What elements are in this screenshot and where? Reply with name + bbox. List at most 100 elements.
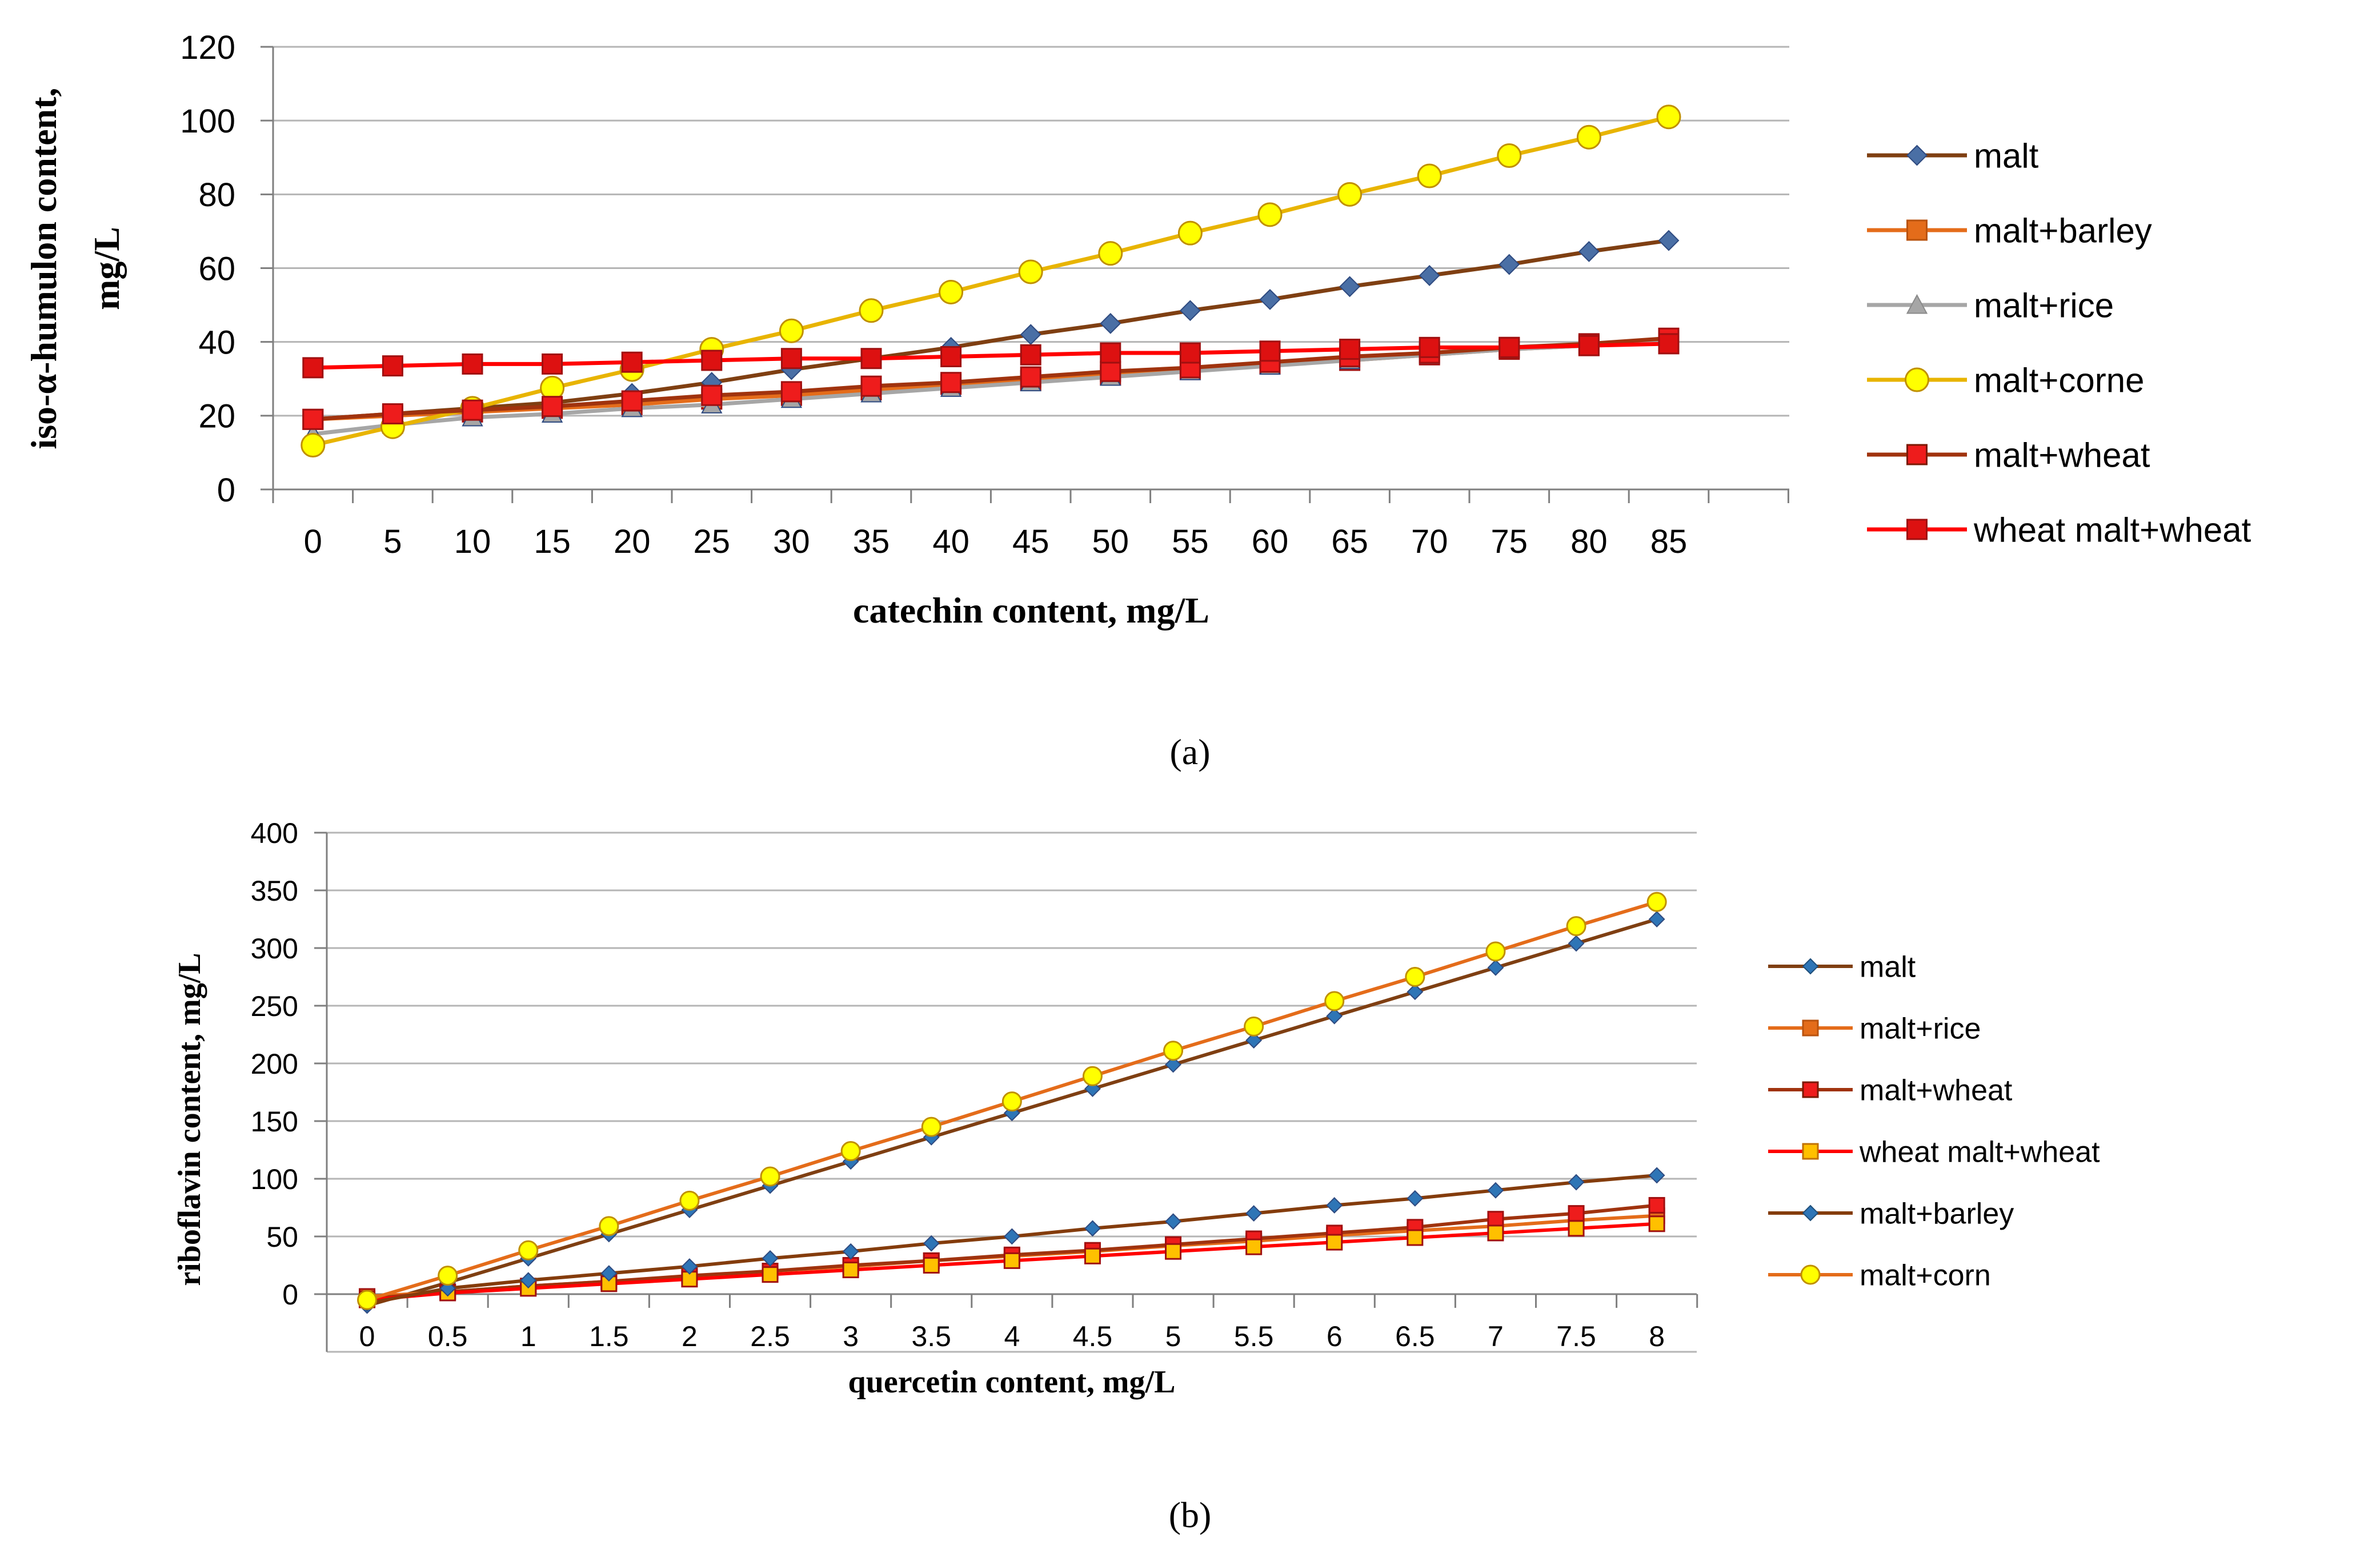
x-tick-label: 6.5 bbox=[1395, 1320, 1435, 1352]
x-tick-label: 35 bbox=[853, 523, 890, 560]
legend-marker bbox=[1802, 1143, 1819, 1160]
data-point bbox=[462, 399, 483, 421]
y-tick-label: 350 bbox=[251, 875, 298, 907]
data-point bbox=[1100, 342, 1121, 364]
data-point bbox=[860, 375, 882, 397]
series-malt-corn bbox=[357, 892, 1667, 1310]
data-point bbox=[438, 1266, 458, 1286]
data-point bbox=[1576, 125, 1601, 150]
legend-label: malt+corn bbox=[1860, 1259, 1991, 1292]
legend-marker bbox=[1802, 1204, 1819, 1222]
legend-marker bbox=[1802, 958, 1819, 975]
data-point bbox=[1165, 1056, 1181, 1073]
x-tick-label: 5 bbox=[1165, 1320, 1181, 1352]
x-tick-label: 0 bbox=[359, 1320, 375, 1352]
y-tick-label: 100 bbox=[251, 1163, 298, 1195]
legend-label: malt+barley bbox=[1860, 1198, 2014, 1231]
data-point bbox=[1487, 959, 1504, 976]
data-point bbox=[1498, 254, 1520, 275]
figure-caption: (b) bbox=[1169, 1495, 1212, 1535]
data-point bbox=[1407, 1229, 1424, 1246]
data-point bbox=[923, 1235, 940, 1252]
data-point bbox=[1163, 1041, 1184, 1061]
x-tick-label: 15 bbox=[534, 523, 571, 560]
x-tick-label: 25 bbox=[694, 523, 731, 560]
x-tick-label: 7 bbox=[1488, 1320, 1504, 1352]
data-point bbox=[780, 348, 802, 370]
x-tick-label: 70 bbox=[1411, 523, 1448, 560]
data-point bbox=[840, 1141, 861, 1162]
data-point bbox=[1245, 1238, 1263, 1255]
data-point bbox=[1177, 220, 1203, 246]
x-tick-label: 5 bbox=[383, 523, 402, 560]
data-point bbox=[1001, 1091, 1022, 1112]
data-point bbox=[681, 1258, 698, 1275]
x-tick-label: 8 bbox=[1649, 1320, 1665, 1352]
data-point bbox=[1100, 360, 1121, 382]
data-point bbox=[1020, 324, 1041, 346]
x-tick-label: 20 bbox=[614, 523, 651, 560]
series-line bbox=[312, 336, 1669, 421]
x-tick-label: 65 bbox=[1331, 523, 1368, 560]
data-point bbox=[940, 372, 962, 393]
data-point bbox=[1578, 335, 1600, 356]
x-axis-title: quercetin content, mg/L bbox=[848, 1364, 1176, 1400]
data-point bbox=[1020, 344, 1041, 366]
data-point bbox=[1417, 163, 1442, 188]
x-tick-label: 6 bbox=[1327, 1320, 1343, 1352]
data-point bbox=[860, 348, 882, 370]
x-tick-label: 1 bbox=[520, 1320, 536, 1352]
data-point bbox=[1003, 1228, 1020, 1245]
legend-marker bbox=[1802, 1081, 1819, 1098]
y-tick-label: 120 bbox=[180, 29, 235, 66]
legend-marker bbox=[1906, 294, 1928, 314]
y-tick-label: 150 bbox=[251, 1106, 298, 1138]
y-tick-label: 200 bbox=[251, 1048, 298, 1080]
data-point bbox=[760, 1166, 780, 1187]
data-point bbox=[1003, 1252, 1020, 1269]
y-axis-title: mg/L bbox=[86, 227, 127, 310]
legend-label: wheat malt+wheat bbox=[1973, 511, 2251, 549]
data-point bbox=[1020, 366, 1041, 388]
y-tick-label: 20 bbox=[198, 398, 235, 435]
data-point bbox=[780, 381, 802, 403]
data-point bbox=[1324, 991, 1345, 1011]
x-tick-label: 55 bbox=[1172, 523, 1209, 560]
legend-marker bbox=[1906, 519, 1928, 540]
data-point bbox=[1568, 1220, 1585, 1237]
data-point bbox=[1566, 916, 1586, 937]
data-point bbox=[1646, 892, 1667, 912]
y-tick-label: 400 bbox=[251, 817, 298, 849]
data-point bbox=[923, 1257, 940, 1274]
data-point bbox=[302, 408, 324, 430]
x-tick-label: 0 bbox=[304, 523, 322, 560]
data-point bbox=[1568, 935, 1585, 952]
data-point bbox=[1326, 1007, 1343, 1025]
data-point bbox=[679, 1190, 700, 1211]
data-point bbox=[1568, 1205, 1585, 1222]
data-point bbox=[1257, 202, 1283, 227]
legend-label: malt+rice bbox=[1974, 287, 2114, 325]
data-point bbox=[1339, 339, 1361, 360]
y-axis-title: riboflavin content, mg/L bbox=[172, 953, 207, 1286]
series-wheat-malt-wheat bbox=[302, 333, 1680, 379]
x-tick-label: 4.5 bbox=[1073, 1320, 1113, 1352]
data-point bbox=[1179, 300, 1201, 322]
data-point bbox=[1337, 182, 1363, 207]
legend-marker bbox=[1905, 367, 1929, 392]
x-tick-label: 5.5 bbox=[1234, 1320, 1274, 1352]
legend-marker bbox=[1906, 144, 1928, 166]
data-point bbox=[1648, 1196, 1665, 1214]
data-point bbox=[542, 396, 563, 417]
data-point bbox=[939, 279, 964, 304]
x-tick-label: 80 bbox=[1570, 523, 1608, 560]
x-tick-label: 7.5 bbox=[1556, 1320, 1596, 1352]
y-tick-label: 0 bbox=[282, 1279, 298, 1311]
x-tick-label: 3 bbox=[843, 1320, 859, 1352]
data-point bbox=[1487, 1211, 1504, 1228]
x-tick-label: 4 bbox=[1004, 1320, 1020, 1352]
data-point bbox=[1498, 336, 1520, 358]
series-malt-barley bbox=[359, 1167, 1665, 1312]
x-tick-label: 1.5 bbox=[589, 1320, 629, 1352]
